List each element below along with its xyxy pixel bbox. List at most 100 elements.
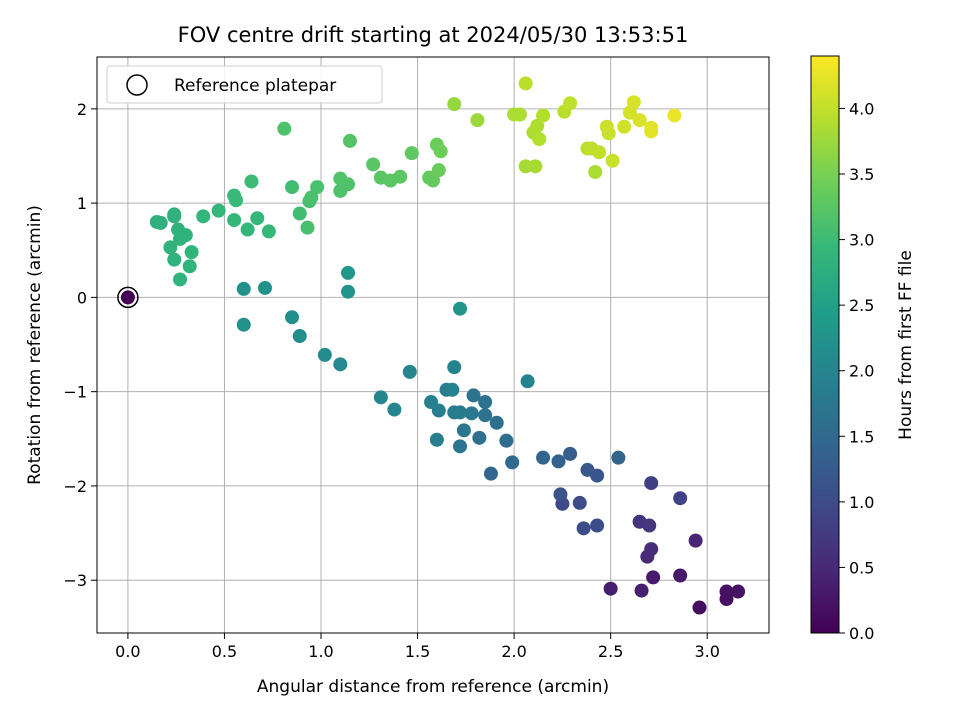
scatter-point [153,215,168,230]
scatter-point [402,364,417,379]
scatter-point [580,462,595,477]
scatter-point [445,382,460,397]
scatter-point [644,124,659,139]
scatter-point [292,206,307,221]
scatter-point [617,119,632,134]
scatter-point [300,220,315,235]
scatter-point [673,568,688,583]
y-tick-label: −1 [63,383,87,402]
data-points [117,76,746,615]
scatter-point [536,450,551,465]
scatter-point [447,97,462,112]
scatter-point [478,408,493,423]
scatter-point [592,145,607,160]
x-axis-label: Angular distance from reference (arcmin) [257,677,609,697]
scatter-point [120,290,135,305]
scatter-point [304,190,319,205]
scatter-point [433,144,448,159]
colorbar-ticks: 0.0 0.5 1.0 1.5 2.0 2.5 3.0 3.5 4.0 [839,99,874,643]
scatter-point [167,207,182,222]
reference-platepar-marker [117,286,139,309]
scatter-point [642,518,657,533]
scatter-point [536,108,551,123]
y-axis-ticks: −3 −2 −1 0 1 2 [63,100,97,590]
legend-label-reference: Reference platepar [174,76,336,96]
scatter-point [453,439,468,454]
colorbar-tick-label: 1.5 [849,427,874,446]
colorbar-tick-label: 3.5 [849,165,874,184]
chart-title: FOV centre drift starting at 2024/05/30 … [178,23,689,47]
scatter-point [341,177,356,192]
scatter-point [520,374,535,389]
x-tick-label: 0.5 [212,642,237,661]
scatter-point [342,133,357,148]
y-tick-label: 0 [77,288,87,307]
scatter-point [532,132,547,147]
scatter-point [366,157,381,172]
scatter-point [341,284,356,299]
scatter-point [553,487,568,502]
y-axis-label: Rotation from reference (arcmin) [25,205,45,485]
scatter-point [447,405,462,420]
scatter-point [236,281,251,296]
scatter-point [605,153,620,168]
scatter-point [576,521,591,536]
scatter-point [518,159,533,174]
scatter-point [244,174,259,189]
legend-box [106,65,383,104]
scatter-point [317,347,332,362]
scatter-point [470,113,485,128]
colorbar-gradient [810,55,840,634]
scatter-point [373,390,388,405]
scatter-point [404,146,419,161]
scatter-point [393,169,408,184]
scatter-point [431,163,446,178]
x-tick-label: 2.0 [501,642,526,661]
scatter-point [572,495,587,510]
scatter-point [563,96,578,111]
scatter-point [692,600,707,615]
scatter-point [310,180,325,195]
scatter-point [261,224,276,239]
scatter-point [588,165,603,180]
scatter-point [341,265,356,280]
scatter-point [229,193,244,208]
scatter-point [551,454,566,469]
scatter-point [644,542,659,557]
scatter-point [719,584,734,599]
scatter-point [646,570,661,585]
scatter-point [227,213,242,228]
scatter-point [483,466,498,481]
scatter-point [611,450,626,465]
scatter-point [426,173,440,188]
colorbar-tick-label: 2.0 [849,362,874,381]
x-axis-ticks: 0.0 0.5 1.0 1.5 2.0 2.5 3.0 [115,633,720,661]
legend-marker-reference [126,74,148,96]
scatter-point [464,406,479,421]
colorbar: 0.0 0.5 1.0 1.5 2.0 2.5 3.0 3.5 4.0 Hours from f… [810,55,916,643]
colorbar-tick-label: 2.5 [849,296,874,315]
scatter-point [258,280,272,295]
colorbar-tick-label: 0.0 [849,624,874,643]
legend: Reference platepar [106,65,383,104]
scatter-point [387,402,402,417]
scatter-point [211,203,226,218]
scatter-point [472,430,487,445]
scatter-point [167,252,182,267]
scatter-point [563,446,578,461]
scatter-point [240,222,255,237]
scatter-point [424,395,439,410]
scatter-point [478,395,493,410]
y-tick-label: 2 [77,100,87,119]
scatter-point [285,180,300,195]
x-tick-label: 0.0 [115,642,140,661]
y-tick-label: 1 [77,194,87,213]
scatter-point [447,360,462,375]
x-tick-label: 2.5 [598,642,623,661]
grid [97,57,769,633]
scatter-point [518,76,533,91]
scatter-point [499,433,514,448]
scatter-point [236,317,251,332]
scatter-point [626,95,641,110]
